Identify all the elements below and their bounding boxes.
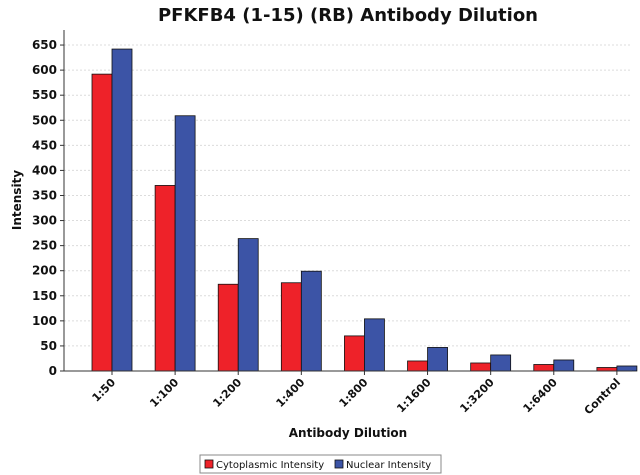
legend: Cytoplasmic Intensity Nuclear Intensity — [199, 454, 442, 474]
legend-box — [199, 454, 442, 474]
x-tick-label-control: Control — [582, 376, 623, 417]
bar-cytoplasmic-intensity-1-800 — [344, 335, 365, 372]
x-tick-label-1-6400: 1:6400 — [521, 376, 561, 416]
y-tick-label-450: 450 — [32, 138, 57, 152]
chart-title: PFKFB4 (1-15) (RB) Antibody Dilution — [158, 5, 538, 26]
bar-nuclear-intensity-1-800 — [364, 318, 385, 372]
x-tick-label-1-50: 1:50 — [90, 376, 119, 405]
y-tick-label-200: 200 — [32, 264, 57, 278]
bar-nuclear-intensity-1-3200 — [490, 354, 512, 372]
bar-nuclear-intensity-control — [616, 365, 638, 372]
y-tick-label-600: 600 — [32, 63, 57, 77]
x-tick-label-1-100: 1:100 — [147, 376, 181, 410]
y-tick-label-250: 250 — [32, 239, 57, 253]
x-axis-label: Antibody Dilution — [289, 426, 407, 440]
bar-nuclear-intensity-1-1600 — [427, 347, 448, 372]
y-tick-label-300: 300 — [32, 214, 57, 228]
grid-lines — [64, 44, 632, 347]
axes — [63, 30, 632, 372]
y-tick-label-0: 0 — [49, 364, 57, 378]
bar-cytoplasmic-intensity-1-400 — [280, 282, 302, 372]
y-tick-label-50: 50 — [40, 339, 57, 353]
bar-cytoplasmic-intensity-1-3200 — [470, 362, 492, 372]
bar-nuclear-intensity-1-100 — [174, 115, 196, 372]
y-tick-label-550: 550 — [32, 88, 57, 102]
y-tick-label-350: 350 — [32, 188, 57, 202]
legend-label-nuclear: Nuclear Intensity — [346, 460, 431, 471]
bar-nuclear-intensity-1-6400 — [553, 359, 575, 372]
bars — [91, 48, 638, 372]
bar-nuclear-intensity-1-200 — [237, 238, 259, 372]
x-tick-label-1-200: 1:200 — [210, 376, 244, 410]
bar-cytoplasmic-intensity-1-1600 — [407, 360, 428, 372]
y-tick-label-100: 100 — [32, 314, 57, 328]
bar-nuclear-intensity-1-400 — [300, 270, 322, 372]
legend-swatch-cytoplasmic — [204, 459, 214, 469]
bar-nuclear-intensity-1-50 — [111, 48, 133, 372]
bar-cytoplasmic-intensity-1-100 — [154, 185, 176, 372]
x-tick-label-1-1600: 1:1600 — [394, 376, 434, 416]
y-tick-label-400: 400 — [32, 163, 57, 177]
y-axis-label: Intensity — [10, 170, 24, 230]
x-tick-label-1-3200: 1:3200 — [457, 376, 497, 416]
bar-cytoplasmic-intensity-1-50 — [91, 73, 113, 372]
legend-label-cytoplasmic: Cytoplasmic Intensity — [216, 460, 324, 471]
legend-swatch-nuclear — [334, 459, 344, 469]
x-tick-label-1-400: 1:400 — [274, 376, 308, 410]
y-tick-label-650: 650 — [32, 38, 57, 52]
y-tick-label-150: 150 — [32, 289, 57, 303]
bar-cytoplasmic-intensity-1-6400 — [533, 364, 555, 372]
bar-cytoplasmic-intensity-control — [596, 367, 618, 372]
x-tick-labels: 1:50 1:100 1:200 1:400 1:800 1:1600 1:3200 1:64… — [90, 371, 623, 417]
y-tick-label-500: 500 — [32, 113, 57, 127]
y-tick-labels: 0 50 100 150 200 250 300 350 400 450 500 550 600 650 — [32, 38, 64, 378]
x-tick-label-1-800: 1:800 — [337, 376, 371, 410]
bar-cytoplasmic-intensity-1-200 — [217, 283, 239, 372]
